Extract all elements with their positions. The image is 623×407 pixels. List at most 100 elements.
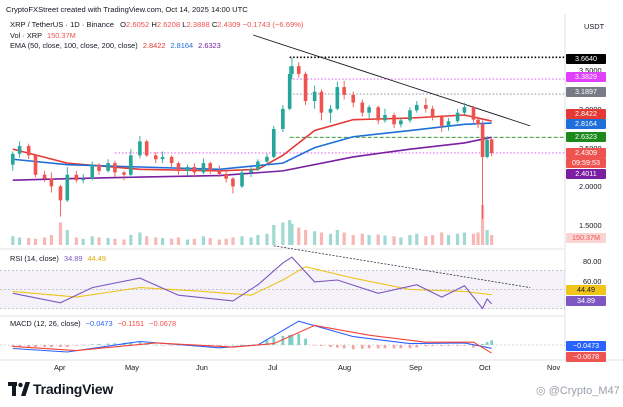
volume-legend: Vol · XRP 150.37M [10,31,76,40]
volume-bar [81,238,85,245]
macd-histogram-bar [97,344,101,345]
candle-body [351,94,356,103]
volume-bar [154,237,158,245]
candle-body [376,107,380,121]
candle-body [476,119,480,125]
macd-histogram-bar [288,334,292,345]
rsi-axis-tick: 80.00 [583,257,602,266]
candle-body [290,66,294,74]
macd-signal-value: −0.1151 [117,319,145,328]
candle-body [113,163,117,173]
macd-histogram-bar [424,345,428,347]
volume-bar [360,233,364,245]
macd-histogram-bar [313,345,317,346]
volume-bar [290,223,294,245]
ema100-line [12,122,492,171]
macd-histogram-bar [399,345,403,349]
volume-bar [328,233,333,245]
macd-histogram-bar [43,345,46,348]
candle-body [122,172,126,175]
candle-body [65,174,70,201]
candle-body [17,146,22,154]
x-axis-tick: Aug [338,363,352,372]
price-tag: 3.1897 [566,87,606,97]
candle-body [192,167,197,173]
price-tag: 2.8422 [566,109,606,119]
macd-histogram-bar [342,345,346,349]
volume-bar [65,230,69,245]
rsi-value: 34.89 [63,254,83,263]
volume-bar [74,237,78,245]
x-axis-tick: Sep [409,363,423,372]
candle-body [303,73,308,102]
candle-body [74,174,79,181]
macd-histogram-bar [408,345,412,349]
macd-histogram-bar [297,333,301,345]
volume-bar [138,232,142,245]
volume-bar [342,232,346,245]
macd-tag: −0.0678 [566,352,606,362]
volume-bar [97,237,101,245]
macd-histogram-bar [320,345,323,346]
volume-bar [462,232,467,245]
macd-histogram-bar [65,345,69,347]
candle-body [287,73,292,109]
macd-histogram-bar [447,345,450,346]
candle-body [42,174,47,179]
volume-bar [383,235,387,245]
macd-histogram-bar [281,335,285,345]
macd-histogram-bar [490,340,494,345]
candle-body [58,186,63,201]
volume-bar [240,236,244,245]
candle-body [11,153,15,165]
rsi-band [0,270,565,309]
candle-body [97,164,101,171]
macd-histogram-bar [456,345,460,346]
volume-bar [176,237,181,245]
ohlc-close: 2.4309 [217,20,241,29]
candle-body [462,107,467,113]
volume-bar [113,238,117,245]
candle-body [399,120,403,125]
volume-bar [11,236,15,245]
volume-bar [281,222,285,245]
ohlc-change: −0.1743 (−6.69%) [242,20,304,29]
volume-bar [431,235,435,245]
x-axis-tick: Jul [268,363,278,372]
volume-bar [256,235,260,245]
ema-label: EMA (50, close, 100, close, 200, close) [10,41,138,50]
ema50-line [12,114,492,172]
volume-label: Vol · XRP [10,31,42,40]
macd-label: MACD (12, 26, close) [10,319,81,328]
macd-hist-value: −0.0678 [149,319,177,328]
tradingview-logo[interactable]: TradingView [8,381,113,399]
macd-histogram-bar [217,345,221,347]
price-tag: 2.4309 [566,148,606,158]
macd-histogram-bar [224,345,228,346]
symbol-line: XRP / TetherUS · 1D · Binance O2.6052 H2… [10,20,303,29]
price-axis-tick: 2.0000 [579,182,602,191]
x-axis-tick: Jun [196,363,208,372]
macd-histogram-bar [335,345,339,348]
macd-tag: −0.0473 [566,341,606,351]
candle-body [138,141,142,156]
currency-label: USDT [584,22,605,31]
ohlc-c-label: C [211,20,218,29]
volume-bar [217,239,221,245]
macd-histogram-bar [11,345,15,348]
volume-value: 150.37M [46,31,76,40]
macd-histogram-bar [265,340,269,345]
x-axis-tick: May [125,363,139,372]
volume-bar [424,236,428,245]
rsi-tag: 44.49 [566,285,606,295]
volume-bar [288,220,292,245]
macd-histogram-bar [304,338,307,345]
volume-bar [399,237,403,245]
ohlc-o-label: O [120,20,127,29]
volume-bar [490,235,494,245]
candle-body [281,108,285,129]
ohlc-high: 2.6208 [156,20,181,29]
volume-bar [408,235,412,245]
ema200-line [12,136,492,181]
